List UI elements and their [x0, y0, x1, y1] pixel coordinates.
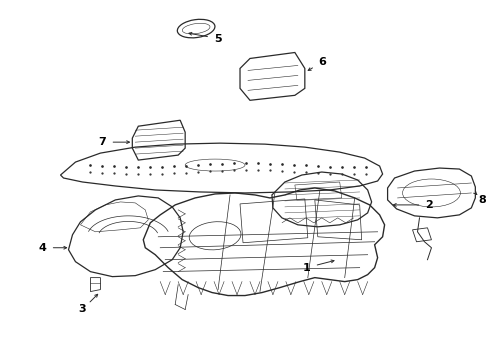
Text: 8: 8 — [478, 195, 486, 205]
Text: 1: 1 — [303, 263, 311, 273]
Text: 3: 3 — [79, 305, 86, 315]
Text: 7: 7 — [98, 137, 106, 147]
Text: 5: 5 — [214, 33, 222, 44]
Text: 6: 6 — [318, 58, 326, 67]
Text: 4: 4 — [39, 243, 47, 253]
Text: 2: 2 — [426, 200, 433, 210]
